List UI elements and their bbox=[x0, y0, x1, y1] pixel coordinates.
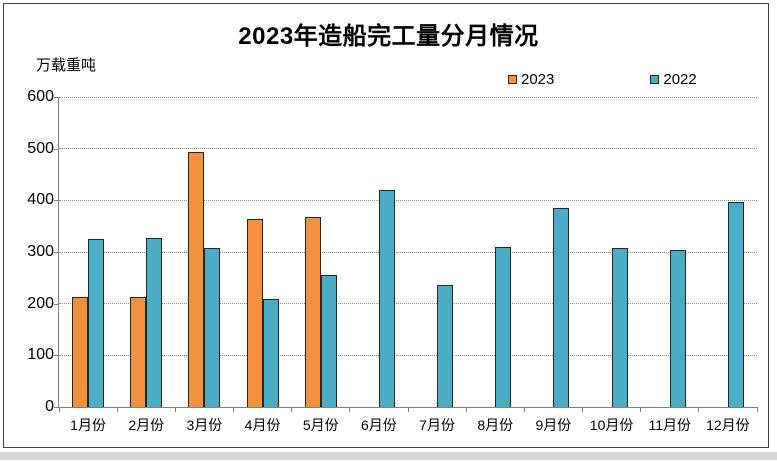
bar-2022-10月份 bbox=[611, 247, 628, 407]
bottom-strip bbox=[0, 452, 777, 460]
x-axis-label-6月份: 6月份 bbox=[361, 417, 397, 433]
y-axis-label-600: 600 bbox=[27, 88, 54, 105]
x-tick-7 bbox=[465, 408, 467, 412]
x-axis-label-5月份: 5月份 bbox=[302, 417, 339, 433]
y-tick-500 bbox=[54, 148, 58, 150]
y-axis-line bbox=[58, 97, 59, 407]
y-axis-label-200: 200 bbox=[27, 294, 54, 312]
bar-2023-1月份 bbox=[72, 297, 89, 407]
chart-title: 2023年造船完工量分月情况 bbox=[238, 23, 539, 50]
gridline-y600 bbox=[59, 96, 757, 98]
bar-2022-8月份 bbox=[495, 247, 512, 407]
x-tick-12 bbox=[756, 408, 758, 412]
gridline-y200 bbox=[59, 303, 757, 305]
bar-2023-2月份 bbox=[130, 297, 147, 407]
x-axis-label-2月份: 2月份 bbox=[128, 417, 165, 433]
legend-item-2022: 2022 bbox=[650, 70, 697, 88]
bar-2022-12月份 bbox=[727, 202, 744, 407]
x-tick-5 bbox=[349, 408, 351, 412]
bar-2022-3月份 bbox=[204, 247, 221, 407]
y-tick-200 bbox=[54, 303, 58, 305]
y-tick-100 bbox=[54, 355, 58, 357]
bar-2023-3月份 bbox=[188, 152, 205, 407]
gridline-y400 bbox=[59, 199, 757, 201]
x-axis-label-9月份: 9月份 bbox=[535, 417, 572, 433]
legend: 2023 2022 bbox=[508, 70, 697, 88]
bar-2022-4月份 bbox=[262, 299, 279, 407]
x-axis-label-3月份: 3月份 bbox=[186, 417, 223, 433]
x-tick-1 bbox=[116, 408, 118, 412]
legend-item-2023: 2023 bbox=[508, 71, 554, 88]
y-tick-600 bbox=[54, 97, 58, 98]
x-tick-9 bbox=[582, 408, 583, 412]
x-tick-10 bbox=[640, 408, 642, 412]
x-tick-0 bbox=[58, 408, 60, 412]
y-axis-label-100: 100 bbox=[27, 346, 54, 364]
bar-2022-5月份 bbox=[320, 274, 337, 407]
y-tick-300 bbox=[54, 252, 58, 253]
y-axis-label-300: 300 bbox=[27, 243, 54, 260]
x-axis-label-1月份: 1月份 bbox=[70, 417, 106, 433]
x-axis-label-10月份: 10月份 bbox=[589, 417, 634, 433]
legend-swatch-2023-icon bbox=[508, 74, 517, 84]
x-tick-4 bbox=[291, 408, 293, 412]
x-axis-label-12月份: 12月份 bbox=[706, 417, 750, 433]
plot-area: 0 100 200 300 400 500 600 1月份 2月份 3月份 4月份 5月份 6月份 7月份… bbox=[27, 89, 758, 433]
x-axis-label-7月份: 7月份 bbox=[419, 417, 455, 433]
y-axis-unit-label: 万载重吨 bbox=[36, 57, 97, 74]
y-axis-label-0: 0 bbox=[45, 398, 54, 415]
legend-label-2023: 2023 bbox=[521, 70, 555, 88]
bar-2022-7月份 bbox=[437, 285, 454, 407]
y-tick-400 bbox=[54, 200, 58, 202]
bar-2022-2月份 bbox=[146, 238, 163, 407]
bar-2022-1月份 bbox=[88, 239, 105, 407]
bar-2022-6月份 bbox=[378, 190, 395, 407]
bar-2022-11月份 bbox=[669, 250, 686, 407]
x-tick-8 bbox=[523, 408, 525, 412]
x-axis-label-11月份: 11月份 bbox=[648, 417, 691, 433]
bar-2023-5月份 bbox=[304, 217, 321, 407]
legend-swatch-2022-icon bbox=[650, 74, 660, 84]
y-tick-0 bbox=[54, 407, 58, 408]
x-tick-2 bbox=[174, 408, 176, 412]
bar-2023-4月份 bbox=[246, 219, 263, 407]
gridline-y500 bbox=[59, 148, 757, 150]
x-tick-6 bbox=[407, 408, 409, 412]
legend-label-2022: 2022 bbox=[663, 70, 697, 88]
y-axis-label-400: 400 bbox=[27, 191, 54, 209]
gridline-y300 bbox=[59, 251, 757, 253]
y-axis-label-500: 500 bbox=[27, 139, 54, 157]
bar-2022-9月份 bbox=[553, 208, 570, 407]
x-axis-label-8月份: 8月份 bbox=[477, 417, 514, 433]
x-tick-11 bbox=[698, 408, 700, 412]
x-tick-3 bbox=[233, 408, 234, 412]
gridline-y100 bbox=[59, 354, 757, 356]
x-axis-line bbox=[58, 407, 758, 408]
x-axis-label-4月份: 4月份 bbox=[244, 417, 281, 433]
